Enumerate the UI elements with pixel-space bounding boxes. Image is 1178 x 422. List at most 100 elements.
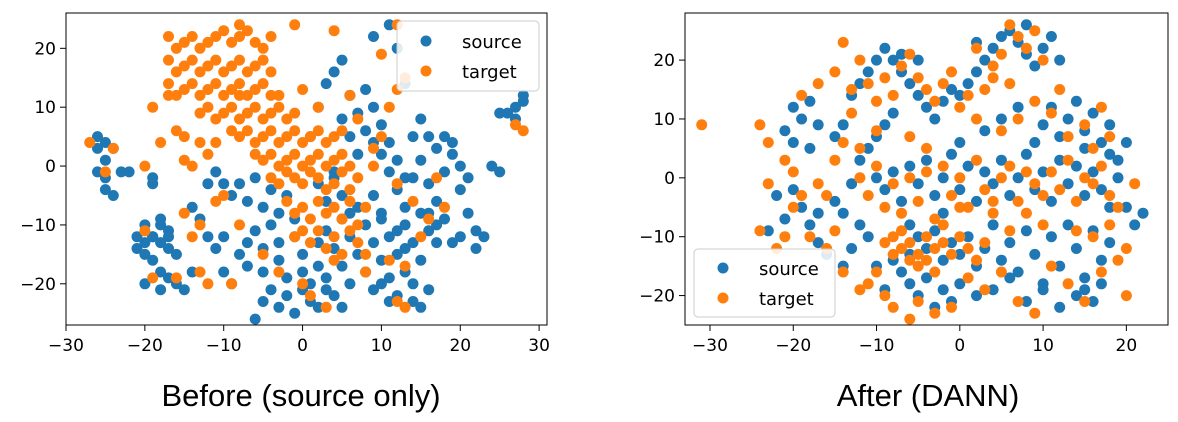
point-source (257, 201, 269, 213)
point-target (289, 125, 301, 137)
point-target (904, 313, 916, 325)
point-target (399, 301, 411, 313)
point-source (979, 166, 991, 178)
point-source (407, 237, 419, 249)
point-source (423, 284, 435, 296)
point-target (170, 272, 182, 284)
point-source (1054, 54, 1066, 66)
point-source (921, 101, 932, 113)
point-source (762, 225, 774, 237)
point-target (265, 66, 277, 78)
point-source (1012, 266, 1024, 278)
point-target (1004, 19, 1016, 31)
point-target (862, 278, 874, 290)
point-target (904, 131, 916, 143)
point-target (107, 142, 119, 154)
x-tick-label: −20 (127, 336, 163, 356)
point-source (297, 266, 309, 278)
point-source (368, 101, 379, 113)
point-source (494, 107, 506, 119)
point-target (320, 243, 332, 254)
point-source (1062, 178, 1074, 190)
point-target (320, 301, 332, 313)
point-source (962, 78, 974, 90)
point-source (336, 260, 348, 272)
point-target (937, 237, 949, 249)
point-source (871, 54, 882, 66)
point-target (904, 237, 916, 249)
point-target (962, 89, 974, 101)
point-source (1020, 225, 1032, 237)
point-source (383, 166, 395, 178)
point-target (995, 48, 1007, 60)
point-target (696, 119, 708, 131)
point-target (1020, 166, 1032, 178)
x-tick-label: 0 (954, 336, 965, 356)
point-source (415, 207, 427, 219)
point-source (1029, 248, 1041, 260)
point-target (304, 166, 316, 178)
point-source (147, 178, 159, 190)
point-source (273, 237, 285, 249)
point-target (1012, 296, 1024, 307)
x-tick-label: 20 (1116, 336, 1138, 356)
point-source (1112, 154, 1124, 166)
point-target (202, 148, 214, 160)
point-source (383, 272, 395, 284)
point-target (1029, 307, 1041, 319)
x-tick-label: −20 (775, 336, 811, 356)
point-target (979, 84, 991, 95)
point-source (454, 231, 466, 243)
point-target (423, 213, 435, 225)
point-target (178, 154, 190, 166)
point-target (241, 89, 253, 101)
point-source (954, 89, 966, 101)
point-target (1120, 243, 1132, 254)
point-target (241, 25, 253, 37)
point-source (929, 113, 941, 125)
ticks-before: −30 −20 −10 0 10 20 30 −20 −10 0 10 20 (20, 39, 550, 356)
chart-before: −30 −20 −10 0 10 20 30 −20 −10 0 10 20 source targe… (20, 12, 550, 413)
point-target (344, 89, 356, 101)
point-target (320, 137, 332, 148)
points-before (84, 19, 529, 325)
point-target (1095, 266, 1107, 278)
point-target (312, 101, 324, 113)
point-source (937, 95, 949, 107)
point-target (391, 296, 403, 307)
point-source (368, 31, 379, 42)
point-target (1104, 131, 1116, 143)
point-source (937, 207, 949, 219)
point-target (249, 84, 261, 95)
point-source (904, 78, 916, 90)
point-target (336, 148, 348, 160)
point-source (904, 219, 916, 231)
y-tick-label: −10 (639, 228, 675, 248)
point-source (979, 54, 991, 66)
point-target (289, 148, 301, 160)
point-source (423, 131, 435, 143)
axes-frame-after (684, 12, 1169, 326)
point-target (312, 148, 324, 160)
point-source (234, 178, 245, 190)
point-target (987, 207, 999, 219)
point-target (1079, 172, 1091, 184)
point-source (987, 178, 999, 190)
point-source (218, 178, 230, 190)
point-source (1020, 296, 1032, 307)
point-target (510, 119, 521, 131)
point-target (937, 78, 949, 90)
point-source (837, 119, 849, 131)
point-target (265, 107, 277, 119)
point-source (1037, 166, 1049, 178)
point-source (771, 190, 783, 201)
point-source (431, 195, 443, 207)
ticks-after: −30 −20 −10 0 10 20 −20 −10 0 10 20 (639, 51, 1137, 356)
point-source (320, 272, 332, 284)
point-source (912, 89, 924, 101)
point-source (929, 225, 941, 237)
point-source (962, 160, 974, 172)
point-source (862, 231, 874, 243)
point-target (273, 101, 285, 113)
